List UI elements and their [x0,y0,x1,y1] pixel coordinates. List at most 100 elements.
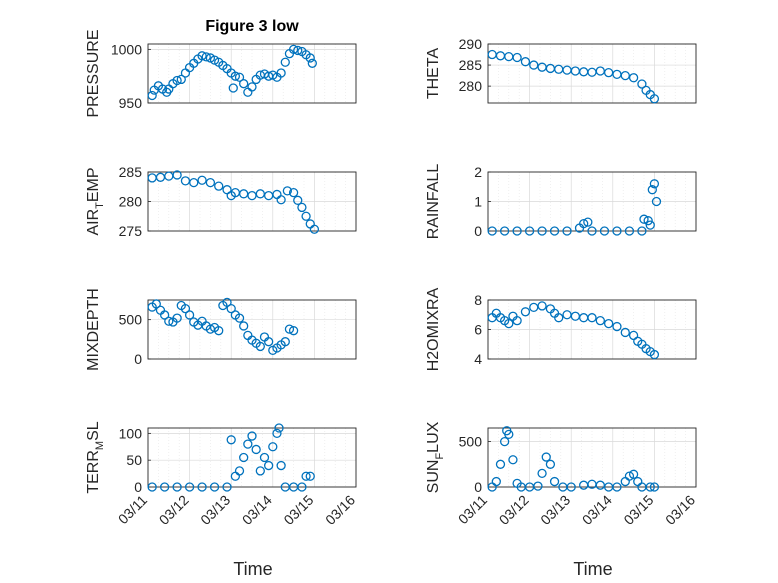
x-tick-label: 03/15 [620,492,656,528]
data-point [301,471,311,481]
data-point [234,313,245,323]
data-point [566,482,576,492]
data-point [197,51,207,61]
y-tick-label: 950 [119,95,143,111]
data-point [570,311,581,321]
data-point [603,68,614,78]
data-point [620,476,630,487]
data-point [647,185,657,195]
data-point [583,217,593,227]
series-air_temp [147,170,320,234]
data-point [603,318,614,329]
y-tick-label: 285 [119,164,143,180]
data-point [562,310,572,320]
data-point [276,68,286,78]
data-point [307,58,317,68]
data-point [234,466,245,476]
data-point [272,428,282,439]
data-point [620,327,630,338]
data-point [243,87,253,97]
y-tick-label: 1 [474,194,482,210]
data-point [263,190,274,201]
data-point [172,170,182,180]
axes-box-theta [487,43,697,104]
y-tick-label: 0 [474,223,482,239]
data-point [255,341,265,352]
axes-box-sun_flux [487,427,697,488]
data-point [243,439,253,449]
data-point [637,226,647,236]
data-point [612,321,622,332]
data-point [508,455,518,465]
x-tick-label: 03/12 [156,492,192,528]
series-rainfall [487,179,662,236]
data-point [180,176,191,186]
data-point [520,57,531,67]
y-axis-label-theta: THETA [425,48,442,100]
subplot-terr_msl: 0 50 100 TERRMSL 03/11 03/12 03/13 03/14 03/15 03… [85,421,358,528]
grid-terr_msl [148,428,356,488]
data-point [184,310,195,320]
data-point [643,216,653,226]
data-point [263,337,274,347]
y-tick-label: 2 [474,164,482,180]
grid-sun_flux [488,428,696,488]
data-point [274,423,284,433]
data-point [272,189,282,200]
data-point [612,482,622,492]
y-tick-label: 500 [459,434,483,450]
y-axis-label-terr_msl: TERRMSL [85,421,106,493]
data-point [309,224,320,234]
subplot-rainfall: 0 1 2 RAINFALL [425,164,697,240]
data-point [288,326,299,336]
data-point [495,51,506,61]
data-point [533,481,543,491]
x-tick-label: 03/14 [239,492,275,528]
data-point [172,75,182,86]
data-point [159,482,170,492]
data-point [537,226,547,236]
data-point [297,202,307,213]
data-point [595,480,605,490]
subplot-h2omixra: 4 6 8 H2OMIXRA [425,287,697,371]
data-point [620,70,630,81]
data-point [209,482,220,492]
data-point [639,214,649,224]
y-axis-label-sun_flux: SUNFLUX [425,421,446,493]
data-point [520,307,531,317]
data-point [180,68,191,78]
data-point [239,189,249,199]
y-axis-label-pressure: PRESSURE [85,29,102,117]
data-point [280,337,290,347]
data-point [222,482,232,492]
data-point [649,349,660,360]
data-point [649,179,660,189]
x-tick-label: 03/13 [537,492,573,528]
data-point [628,469,639,479]
data-point [537,301,547,311]
data-point [529,60,539,70]
data-point [599,226,610,236]
data-point [189,177,199,188]
data-point [230,471,241,481]
data-point [645,482,655,492]
axes-box-terr_msl [147,427,357,488]
data-point [499,436,510,447]
x-tick-label: 03/11 [115,492,151,528]
data-point [491,476,501,487]
y-tick-label: 500 [119,312,143,328]
data-point [293,45,303,56]
data-point [251,444,261,455]
x-axis-label-left: Time [233,559,272,579]
data-point [587,313,597,323]
data-point [228,83,238,93]
y-axis-label-air_temp: AIRTEMP [85,167,106,235]
chart-title: Figure 3 low [205,18,299,35]
data-point [263,460,274,471]
y-axis-label-rainfall: RAINFALL [425,164,442,240]
data-point [637,79,647,89]
data-point [512,315,522,326]
data-point [159,310,170,320]
series-mixdepth [147,297,299,355]
